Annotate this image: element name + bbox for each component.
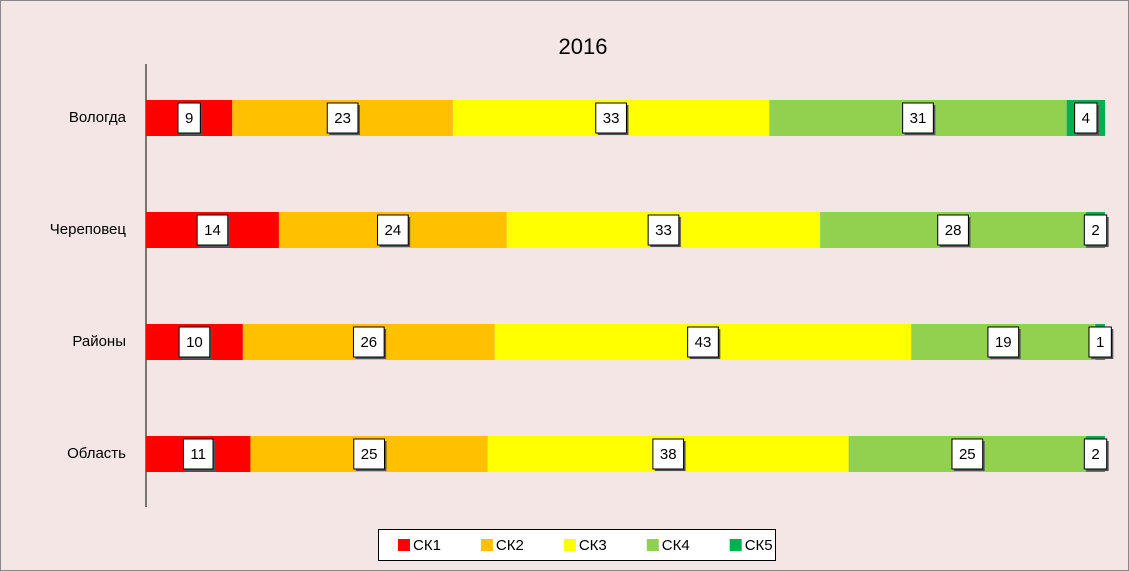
legend-label: СК4 — [662, 537, 690, 554]
data-label: 38 — [660, 446, 677, 463]
data-label-box — [1088, 326, 1112, 358]
data-label: 14 — [204, 222, 221, 239]
data-label-box — [902, 102, 934, 134]
data-label-box — [1083, 438, 1108, 470]
legend-label: СК1 — [413, 537, 441, 554]
data-label-box — [182, 438, 214, 470]
data-label: 43 — [695, 334, 712, 351]
data-label-box — [687, 326, 719, 358]
data-label: 26 — [360, 334, 377, 351]
data-label: 2 — [1091, 446, 1099, 463]
legend-label: СК2 — [496, 537, 524, 554]
legend-swatch — [480, 539, 493, 551]
data-label: 19 — [995, 334, 1012, 351]
data-label: 33 — [655, 222, 672, 239]
legend-swatch — [646, 539, 659, 551]
data-label: 25 — [361, 446, 378, 463]
y-tick-label: Область — [67, 445, 126, 462]
y-tick-label: Районы — [72, 333, 126, 350]
data-label: 1 — [1096, 334, 1104, 351]
data-label: 23 — [334, 110, 351, 127]
data-label: 24 — [385, 222, 402, 239]
data-label-box — [377, 214, 409, 246]
data-label-box — [1074, 102, 1098, 134]
data-label: 28 — [945, 222, 962, 239]
data-label-box — [937, 214, 969, 246]
data-label-box — [353, 438, 385, 470]
data-label: 25 — [959, 446, 976, 463]
data-label: 31 — [910, 110, 927, 127]
data-label: 11 — [190, 446, 206, 463]
data-label: 33 — [603, 110, 620, 127]
data-label-box — [178, 326, 211, 358]
data-label-box — [326, 102, 359, 134]
legend-swatch — [729, 539, 742, 551]
data-label-box — [177, 102, 201, 134]
y-tick-label: Вологда — [69, 109, 127, 126]
data-label-box — [196, 214, 229, 246]
data-label-box — [652, 438, 685, 470]
legend-swatch — [398, 539, 410, 551]
data-label: 4 — [1082, 110, 1090, 127]
chart-title: 2016 — [559, 34, 608, 59]
data-label: 9 — [185, 110, 193, 127]
data-label-box — [647, 214, 680, 246]
y-tick-label: Череповец — [50, 221, 127, 238]
data-label-box — [987, 326, 1020, 358]
data-label-box — [951, 438, 984, 470]
legend-label: СК3 — [579, 537, 607, 554]
data-label: 10 — [186, 334, 203, 351]
data-label: 2 — [1091, 222, 1099, 239]
legend-box — [378, 529, 776, 561]
data-label-box — [352, 326, 385, 358]
legend-swatch — [563, 539, 576, 551]
data-label-box — [1083, 214, 1108, 246]
legend-label: СК5 — [745, 537, 773, 554]
data-label-box — [595, 102, 627, 134]
